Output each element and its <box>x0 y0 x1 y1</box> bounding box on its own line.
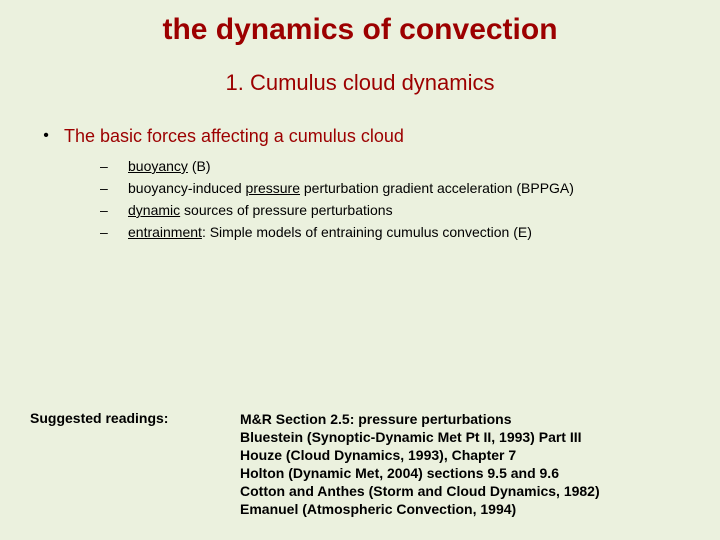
underline-term: buoyancy <box>128 158 188 174</box>
sub-marker: – <box>100 222 128 242</box>
sub-bullet-rest: perturbation gradient acceleration (BPPG… <box>300 180 574 196</box>
sub-bullet-text: entrainment: Simple models of entraining… <box>128 222 532 242</box>
sub-marker: – <box>100 156 128 176</box>
sub-bullet-text: buoyancy-induced pressure perturbation g… <box>128 178 574 198</box>
slide-subtitle: 1. Cumulus cloud dynamics <box>0 70 720 96</box>
underline-term: entrainment <box>128 224 202 240</box>
reading-item: Emanuel (Atmospheric Convection, 1994) <box>240 500 600 518</box>
sub-bullet-list: – buoyancy (B) – buoyancy-induced pressu… <box>100 156 720 242</box>
reading-item: Bluestein (Synoptic-Dynamic Met Pt II, 1… <box>240 428 600 446</box>
readings-list: M&R Section 2.5: pressure perturbations … <box>240 410 600 518</box>
main-bullet-text: The basic forces affecting a cumulus clo… <box>64 124 404 148</box>
main-bullet-row: • The basic forces affecting a cumulus c… <box>28 124 720 148</box>
sub-marker: – <box>100 178 128 198</box>
sub-marker: – <box>100 200 128 220</box>
bullet-marker: • <box>28 124 64 148</box>
sub-bullet: – buoyancy-induced pressure perturbation… <box>100 178 720 198</box>
sub-bullet-pre: buoyancy-induced <box>128 180 246 196</box>
bullet-section: • The basic forces affecting a cumulus c… <box>28 124 720 242</box>
sub-bullet-text: buoyancy (B) <box>128 156 211 176</box>
reading-item: Houze (Cloud Dynamics, 1993), Chapter 7 <box>240 446 600 464</box>
sub-bullet: – buoyancy (B) <box>100 156 720 176</box>
reading-item: Cotton and Anthes (Storm and Cloud Dynam… <box>240 482 600 500</box>
sub-bullet-rest: sources of pressure perturbations <box>180 202 392 218</box>
sub-bullet: – dynamic sources of pressure perturbati… <box>100 200 720 220</box>
sub-bullet-rest: (B) <box>188 158 211 174</box>
reading-item: M&R Section 2.5: pressure perturbations <box>240 410 600 428</box>
sub-bullet-rest: : Simple models of entraining cumulus co… <box>202 224 532 240</box>
reading-item: Holton (Dynamic Met, 2004) sections 9.5 … <box>240 464 600 482</box>
slide-title: the dynamics of convection <box>0 0 720 48</box>
underline-term: pressure <box>246 180 300 196</box>
suggested-readings-block: Suggested readings: M&R Section 2.5: pre… <box>30 410 600 518</box>
sub-bullet: – entrainment: Simple models of entraini… <box>100 222 720 242</box>
underline-term: dynamic <box>128 202 180 218</box>
sub-bullet-text: dynamic sources of pressure perturbation… <box>128 200 393 220</box>
readings-label: Suggested readings: <box>30 410 240 426</box>
